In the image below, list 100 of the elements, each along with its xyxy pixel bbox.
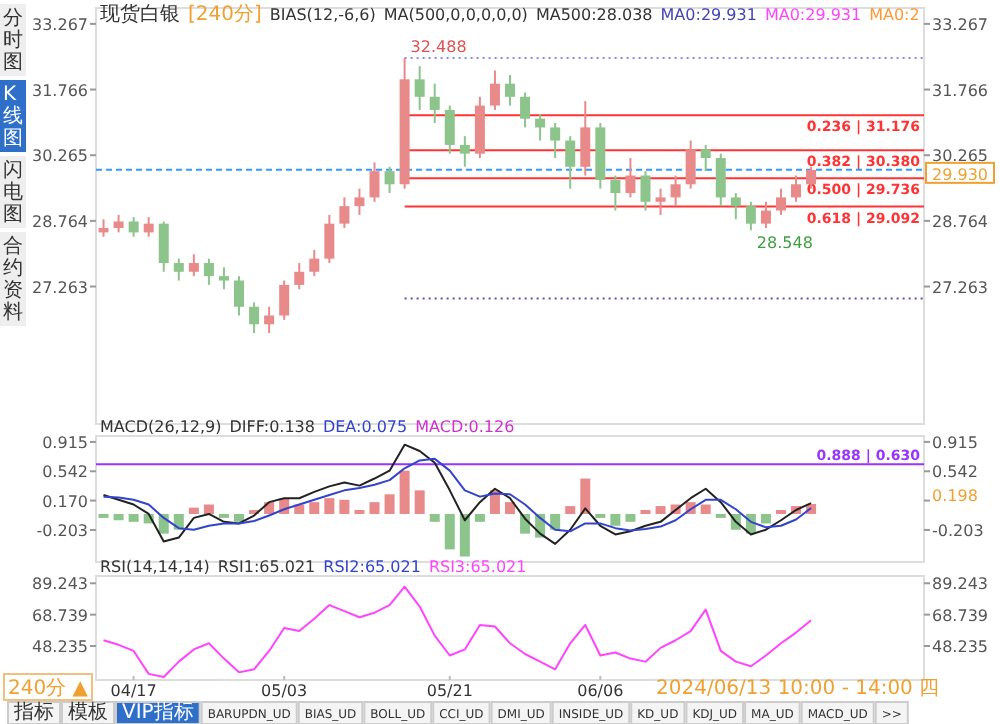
bar: [414, 490, 425, 514]
y-tick-label: 0.542: [42, 463, 88, 482]
y2-tick-label: 30.265: [932, 147, 988, 166]
candlestick: [791, 174, 802, 203]
annotation: RSI(14,14,14): [100, 558, 210, 576]
y-tick-label: 0.170: [42, 492, 88, 511]
text: 指标: [12, 700, 54, 724]
ref-line-label: 29.930: [932, 165, 988, 184]
y-tick-label: -0.203: [36, 521, 88, 540]
y2-tick-label: 48.235: [932, 637, 988, 656]
candlestick: [143, 216, 154, 238]
annotation: RSI2:65.021: [323, 558, 421, 576]
candlestick: [760, 200, 771, 230]
annotation: MA0:29.931: [660, 6, 757, 24]
y2-tick-label: 31.766: [932, 81, 988, 100]
candlestick: [339, 196, 350, 230]
y2-tick-label: -0.203: [932, 521, 984, 540]
x-tick-label: 05/21: [426, 682, 473, 700]
x-tick-label: 05/03: [261, 682, 308, 700]
text: 240分 ▲: [8, 676, 89, 700]
bar: [444, 513, 455, 550]
bar: [700, 504, 711, 514]
annotation: MA(500,0,0,0,0,0): [383, 6, 528, 24]
y-tick-label: 48.235: [32, 637, 88, 656]
bar: [113, 513, 124, 521]
text: 0.198: [932, 487, 978, 506]
y2-tick-label: 0.915: [932, 433, 978, 452]
candlestick: [173, 257, 184, 282]
x-tick-label: 06/06: [577, 682, 624, 700]
candlestick: [715, 152, 726, 208]
candlestick: [234, 275, 245, 317]
bar: [384, 494, 395, 514]
candlestick: [249, 301, 260, 335]
y2-tick-label: 89.243: [932, 575, 988, 594]
bar: [565, 506, 576, 514]
bar: [309, 502, 320, 514]
candlestick: [309, 248, 320, 278]
candlestick: [264, 305, 275, 335]
candlestick: [414, 65, 425, 111]
candlestick: [655, 187, 666, 216]
line-series: [102, 585, 813, 678]
text: K线图: [3, 84, 23, 150]
candlestick: [745, 200, 756, 232]
annotation: 28.548: [756, 234, 813, 253]
bar: [580, 478, 591, 514]
chart-title: 现货白银: [100, 2, 180, 26]
candlestick: [128, 216, 139, 238]
annotation: MA0:2: [869, 6, 920, 24]
y2-tick-label: 27.263: [932, 278, 988, 297]
y-tick-label: 89.243: [32, 575, 88, 594]
annotation: MA500:28.038: [535, 6, 653, 24]
bar: [474, 513, 485, 522]
annotation: [240分]: [188, 2, 262, 26]
bar: [610, 513, 621, 526]
candlestick: [550, 122, 561, 160]
x-tick-label: 04/17: [110, 682, 157, 700]
candlestick: [158, 220, 169, 273]
candlestick: [670, 174, 681, 208]
candlestick: [188, 253, 199, 278]
y-tick-label: 0.915: [42, 433, 88, 452]
y-tick-label: 30.265: [32, 147, 88, 166]
y2-tick-label: 68.739: [932, 606, 988, 625]
bar: [188, 507, 199, 514]
candlestick: [384, 165, 395, 195]
bar: [429, 513, 440, 522]
candlestick: [640, 170, 651, 212]
annotation: 2024/06/13 10:00 - 14:00 四: [656, 678, 940, 700]
bar: [324, 498, 335, 514]
text: VIP指标: [122, 700, 194, 724]
text: 合约资料: [3, 234, 23, 324]
candlestick: [489, 69, 500, 111]
candlestick: [535, 113, 546, 142]
annotation: MA0:29.931: [764, 6, 862, 24]
line-series: [102, 443, 813, 545]
candlestick: [279, 279, 290, 321]
line-series: [102, 457, 813, 533]
annotation: RSI3:65.021: [428, 558, 527, 576]
bar: [339, 499, 350, 514]
y-tick-label: 31.766: [32, 81, 88, 100]
candlestick: [203, 257, 214, 286]
candlestick: [520, 91, 531, 129]
y2-tick-label: 33.267: [932, 15, 988, 34]
candlestick: [610, 174, 621, 212]
candlestick: [369, 161, 380, 203]
candlestick: [294, 262, 305, 291]
annotation: DIFF:0.138: [229, 418, 315, 436]
y-tick-label: 33.267: [32, 15, 88, 34]
bar: [399, 470, 410, 514]
bar: [203, 504, 214, 514]
bar: [625, 513, 636, 522]
candlestick: [730, 192, 741, 221]
annotation: BIAS(12,-6,6): [269, 6, 376, 24]
candlestick: [580, 100, 591, 177]
bar: [369, 502, 380, 514]
bar: [760, 513, 771, 524]
candlestick: [444, 104, 455, 155]
candlestick: [505, 73, 515, 107]
text: 模板: [68, 700, 108, 724]
candlestick: [625, 157, 636, 199]
text: 闪电图: [3, 158, 23, 226]
